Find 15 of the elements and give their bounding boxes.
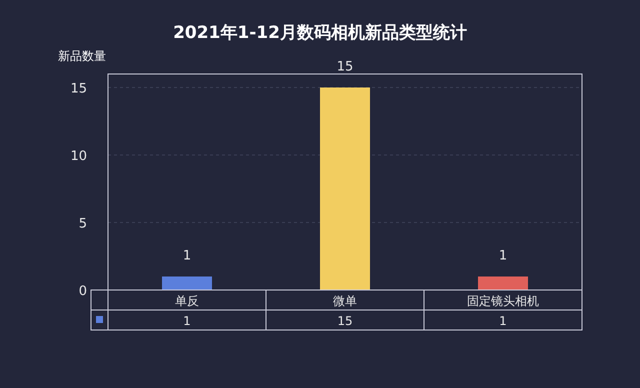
x-tick-label: 固定镜头相机 [467, 294, 539, 308]
y-axis-title: 新品数量 [58, 49, 106, 63]
x-tick-label: 微单 [333, 294, 357, 308]
text: 1 [183, 314, 191, 328]
y-tick-label: 0 [78, 284, 87, 299]
y-tick-label: 10 [70, 149, 87, 164]
y-tick-label: 15 [70, 82, 87, 96]
x-tick-label: 单反 [175, 294, 199, 308]
y-tick-label: 5 [78, 216, 87, 232]
data-label: 1 [182, 248, 192, 264]
data-label: 15 [336, 60, 354, 74]
text: 1 [499, 314, 507, 328]
text: 15 [337, 314, 353, 328]
data-label: 1 [498, 248, 508, 264]
chart-title: 2021年1-12月数码相机新品类型统计 [173, 23, 467, 43]
